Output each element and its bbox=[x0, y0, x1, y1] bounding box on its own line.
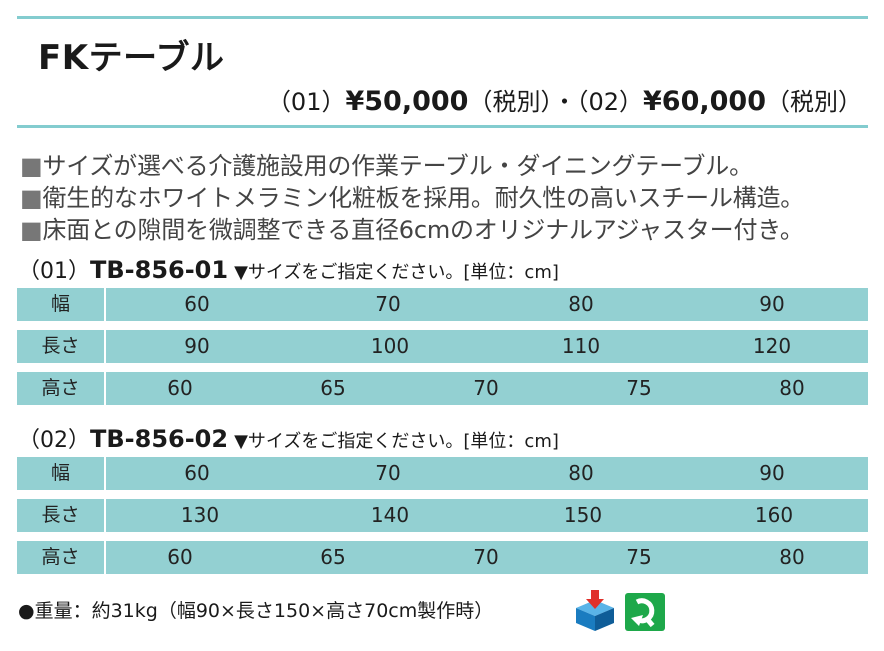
size-value: 80 bbox=[568, 292, 594, 316]
size-value: 90 bbox=[184, 334, 210, 358]
size-value: 60 bbox=[184, 461, 210, 485]
weight-spec: ●重量：約31kg（幅90×長さ150×高さ70cm製作時） bbox=[18, 600, 494, 622]
size-value: 65 bbox=[320, 545, 346, 569]
size-value: 75 bbox=[626, 376, 652, 400]
size-row-width: 幅 60 70 80 90 bbox=[17, 288, 868, 321]
row-label: 長さ bbox=[17, 330, 106, 363]
top-rule bbox=[17, 16, 868, 19]
feature-bullet: ■ bbox=[20, 184, 43, 212]
feature-bullet: ■ bbox=[20, 152, 43, 180]
size-value: 70 bbox=[375, 292, 401, 316]
size-value: 70 bbox=[473, 376, 499, 400]
size-value: 160 bbox=[754, 503, 794, 527]
model-note: ▼サイズをご指定ください。[単位：cm] bbox=[234, 431, 559, 452]
size-value: 80 bbox=[779, 376, 805, 400]
size-value: 80 bbox=[568, 461, 594, 485]
price-01-amount: ¥50,000 bbox=[345, 86, 469, 117]
price-02-tax: （税別） bbox=[766, 88, 862, 116]
size-value: 140 bbox=[370, 503, 410, 527]
size-row-width: 幅 60 70 80 90 bbox=[17, 457, 868, 490]
size-row-height: 高さ 60 65 70 75 80 bbox=[17, 372, 868, 405]
model-heading-02: （02）TB-856-02 ▼サイズをご指定ください。[単位：cm] bbox=[18, 422, 559, 454]
feature-text: サイズが選べる介護施設用の作業テーブル・ダイニングテーブル。 bbox=[42, 152, 753, 180]
size-value: 80 bbox=[779, 545, 805, 569]
feature-line: ■衛生的なホワイトメラミン化粧板を採用。耐久性の高いスチール構造。 bbox=[20, 178, 804, 213]
shipping-box-icon bbox=[576, 590, 614, 631]
size-value: 120 bbox=[752, 334, 792, 358]
row-label: 幅 bbox=[17, 288, 106, 321]
row-label: 長さ bbox=[17, 499, 106, 532]
feature-text: 床面との隙間を微調整できる直径6cmのオリジナルアジャスター付き。 bbox=[42, 216, 804, 244]
price-02-amount: ¥60,000 bbox=[643, 86, 766, 117]
size-value: 130 bbox=[180, 503, 220, 527]
size-value: 100 bbox=[370, 334, 410, 358]
price-01-code: （01） bbox=[266, 88, 346, 116]
size-value: 65 bbox=[320, 376, 346, 400]
size-value: 75 bbox=[626, 545, 652, 569]
size-value: 60 bbox=[167, 376, 193, 400]
price-01-tax: （税別）・ bbox=[468, 88, 577, 116]
model-prefix: （01） bbox=[18, 259, 90, 284]
row-label: 高さ bbox=[17, 372, 106, 405]
feature-bullet: ■ bbox=[20, 216, 43, 244]
size-value: 110 bbox=[561, 334, 601, 358]
size-value: 70 bbox=[473, 545, 499, 569]
feature-text: 衛生的なホワイトメラミン化粧板を採用。耐久性の高いスチール構造。 bbox=[42, 184, 805, 212]
feature-line: ■サイズが選べる介護施設用の作業テーブル・ダイニングテーブル。 bbox=[20, 146, 753, 181]
size-value: 70 bbox=[375, 461, 401, 485]
model-code: TB-856-02 bbox=[90, 425, 229, 453]
row-label: 幅 bbox=[17, 457, 106, 490]
model-prefix: （02） bbox=[18, 428, 90, 453]
size-value: 60 bbox=[167, 545, 193, 569]
size-row-height: 高さ 60 65 70 75 80 bbox=[17, 541, 868, 574]
mid-rule bbox=[17, 125, 868, 128]
size-value: 90 bbox=[759, 292, 785, 316]
row-label: 高さ bbox=[17, 541, 106, 574]
size-value: 150 bbox=[563, 503, 603, 527]
feature-line: ■床面との隙間を微調整できる直径6cmのオリジナルアジャスター付き。 bbox=[20, 210, 804, 245]
price-02-code: （02） bbox=[576, 88, 644, 116]
size-value: 90 bbox=[759, 461, 785, 485]
model-heading-01: （01）TB-856-01 ▼サイズをご指定ください。[単位：cm] bbox=[18, 253, 559, 285]
green-return-icon bbox=[625, 593, 665, 631]
product-title: FKテーブル bbox=[38, 38, 225, 78]
model-code: TB-856-01 bbox=[90, 256, 229, 284]
size-value: 60 bbox=[184, 292, 210, 316]
size-row-length: 長さ 130 140 150 160 bbox=[17, 499, 868, 532]
size-row-length: 長さ 90 100 110 120 bbox=[17, 330, 868, 363]
model-note: ▼サイズをご指定ください。[単位：cm] bbox=[234, 262, 559, 283]
price-line: （01）¥50,000（税別）・（02）¥60,000（税別） bbox=[267, 82, 862, 117]
